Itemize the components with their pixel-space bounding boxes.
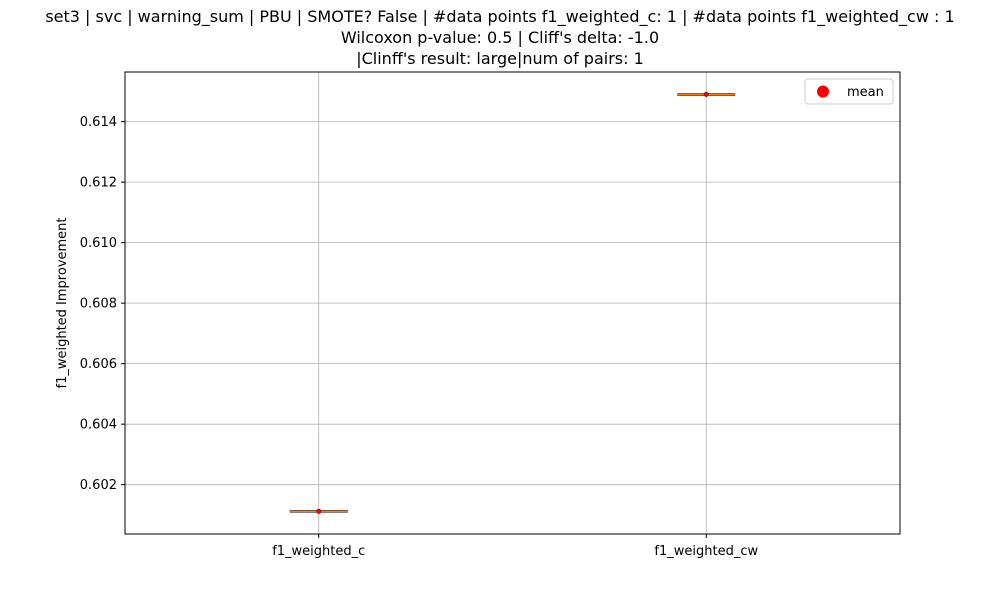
y-tick-label: 0.604 (80, 418, 117, 433)
y-tick-label: 0.602 (80, 478, 117, 493)
x-axis-ticks: f1_weighted_c f1_weighted_cw (272, 534, 758, 559)
grid-lines (125, 72, 900, 534)
chart-title-line-1: set3 | svc | warning_sum | PBU | SMOTE? … (45, 7, 955, 26)
y-tick-label: 0.610 (80, 236, 117, 251)
legend-entry-mean: mean (847, 85, 884, 100)
legend-mean-marker (817, 85, 829, 98)
legend-frame (804, 78, 894, 105)
y-tick-label: 0.608 (80, 297, 117, 312)
y-axis-label: f1_weighted Improvement (55, 217, 70, 388)
x-tick-label: f1_weighted_c (272, 544, 365, 559)
y-axis-ticks: 0.602 0.604 0.606 0.608 0.610 0.612 0.614 (80, 115, 125, 493)
x-tick-label: f1_weighted_cw (654, 544, 758, 559)
box-series (289, 91, 736, 514)
y-tick-label: 0.614 (80, 115, 117, 130)
legend: mean (804, 78, 894, 105)
mean-marker (316, 508, 322, 514)
chart-title-line-3: |Clinff's result: large|num of pairs: 1 (356, 49, 644, 68)
y-tick-label: 0.606 (80, 357, 117, 372)
mean-marker (703, 91, 709, 97)
chart-title-line-2: Wilcoxon p-value: 0.5 | Cliff's delta: -… (340, 28, 660, 47)
y-tick-label: 0.612 (80, 176, 117, 191)
